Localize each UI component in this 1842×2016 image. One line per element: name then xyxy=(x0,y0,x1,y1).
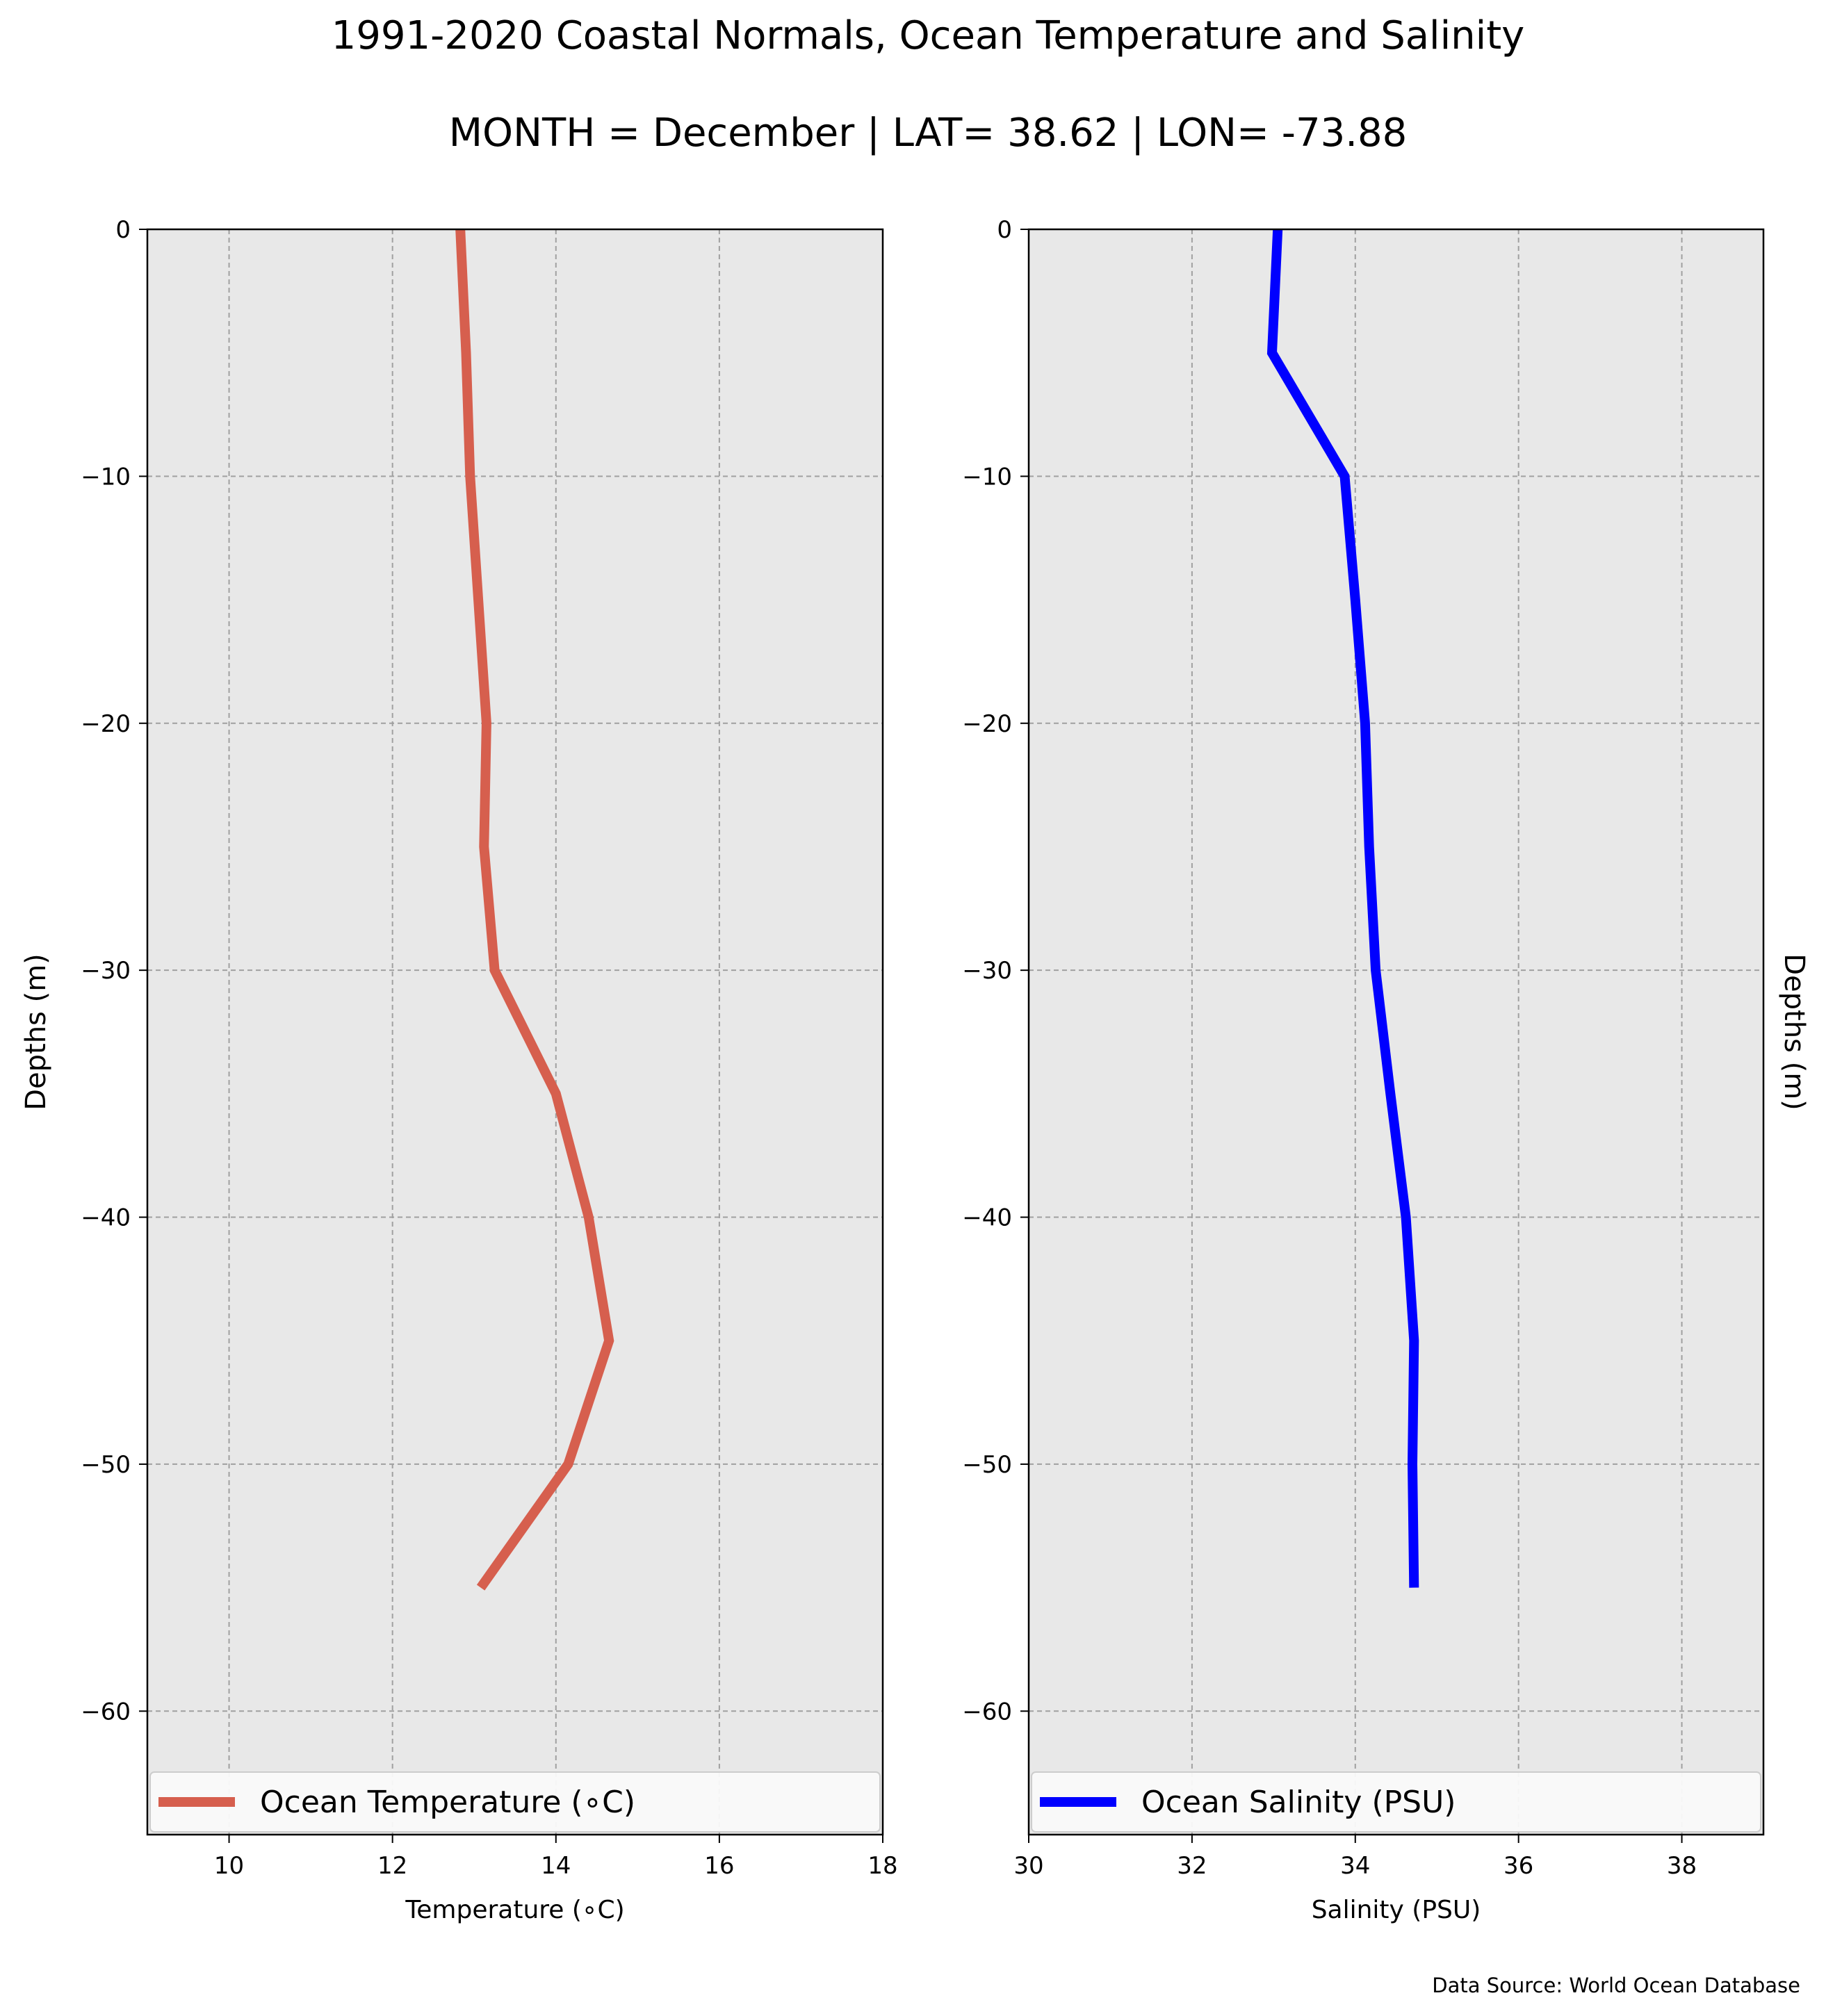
salinity-y-tick-label: 0 xyxy=(997,216,1012,244)
salinity-y-tick-label: −50 xyxy=(962,1451,1012,1479)
figure-title: 1991-2020 Coastal Normals, Ocean Tempera… xyxy=(332,13,1525,58)
temperature-axes-frame xyxy=(146,228,884,1836)
salinity-y-tick-label: −60 xyxy=(962,1698,1012,1726)
source-note: Data Source: World Ocean Database xyxy=(1432,1974,1800,1997)
salinity-x-tick-label: 38 xyxy=(1667,1852,1697,1880)
temperature-legend-label: Ocean Temperature (∘C) xyxy=(260,1785,635,1820)
salinity-x-axis-label: Salinity (PSU) xyxy=(1312,1896,1481,1924)
salinity-y-tick-label: −40 xyxy=(962,1204,1012,1232)
temperature-y-tick-label: −40 xyxy=(81,1204,131,1232)
temperature-x-tick-label: 10 xyxy=(214,1852,244,1880)
salinity-legend xyxy=(1031,1771,1761,1833)
salinity-x-tick-label: 36 xyxy=(1503,1852,1533,1880)
salinity-x-tick-label: 30 xyxy=(1013,1852,1043,1880)
temperature-y-tick-label: 0 xyxy=(115,216,131,244)
temperature-legend xyxy=(149,1771,881,1833)
temperature-x-axis-label: Temperature (∘C) xyxy=(405,1896,624,1924)
salinity-plot-area xyxy=(1029,229,1763,1835)
salinity-series-line xyxy=(1266,229,1419,1588)
temperature-x-tick-label: 14 xyxy=(541,1852,571,1880)
salinity-y-tick-label: −30 xyxy=(962,957,1012,985)
temperature-y-tick-label: −50 xyxy=(81,1451,131,1479)
salinity-y-tick-label: −20 xyxy=(962,710,1012,738)
temperature-y-tick-label: −60 xyxy=(81,1698,131,1726)
right-y-axis-label: Depths (m) xyxy=(1778,953,1810,1111)
temperature-panel: 10 12 14 16 18 0 −10 −20 −30 −40 −50 −60 Ocean Tempe… xyxy=(81,216,897,1924)
temperature-y-tick-label: −20 xyxy=(81,710,131,738)
figure-subtitle: MONTH = December | LAT= 38.62 | LON= -73… xyxy=(449,110,1408,156)
temperature-y-tick-label: −10 xyxy=(81,463,131,491)
salinity-x-tick-label: 32 xyxy=(1177,1852,1207,1880)
temperature-x-tick-label: 16 xyxy=(704,1852,734,1880)
salinity-panel: 30 32 34 36 38 0 −10 −20 −30 −40 −50 −60 Ocean Salin… xyxy=(962,216,1765,1924)
temperature-x-tick-label: 12 xyxy=(377,1852,407,1880)
salinity-y-tick-label: −10 xyxy=(962,463,1012,491)
temperature-series-line xyxy=(455,229,614,1591)
salinity-axes-frame xyxy=(1027,228,1765,1836)
temperature-y-tick-label: −30 xyxy=(81,957,131,985)
salinity-legend-label: Ocean Salinity (PSU) xyxy=(1141,1785,1456,1820)
salinity-x-tick-label: 34 xyxy=(1340,1852,1370,1880)
temperature-plot-area xyxy=(147,229,883,1835)
temperature-x-tick-label: 18 xyxy=(867,1852,897,1880)
left-y-axis-label: Depths (m) xyxy=(20,953,52,1111)
